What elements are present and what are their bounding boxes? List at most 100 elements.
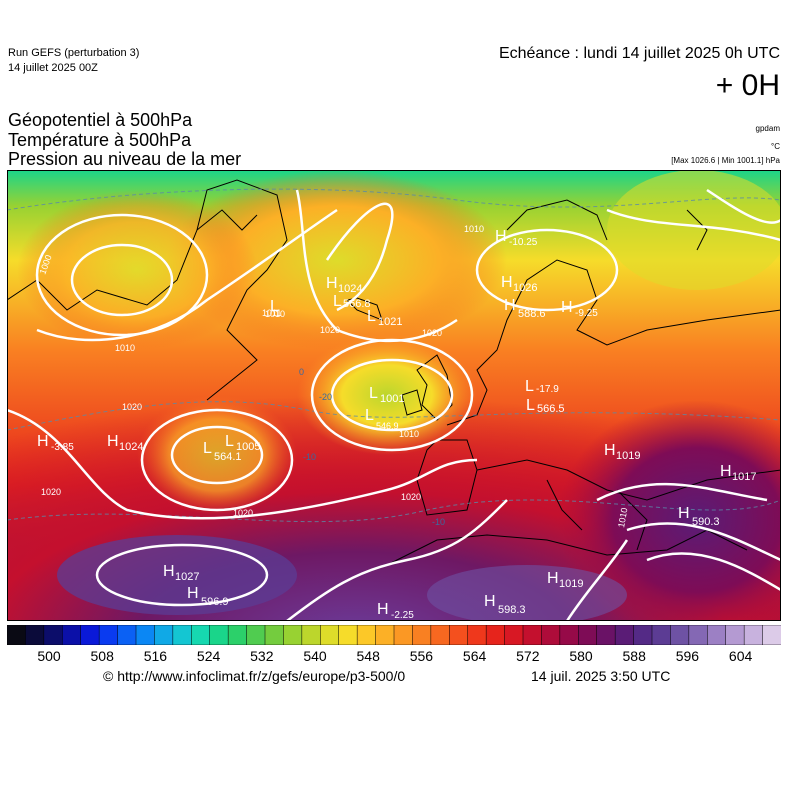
svg-text:1024: 1024 (119, 441, 143, 453)
low-pressure-center: L 1021 (367, 308, 402, 328)
pressure-minmax: [Max 1026.6 | Min 1001.1] hPa (671, 156, 780, 165)
color-scale-tick-label: 508 (90, 648, 114, 664)
svg-text:1026: 1026 (513, 282, 537, 294)
color-scale-tick-label: 500 (37, 648, 61, 664)
color-scale-swatch (209, 625, 229, 645)
color-scale-swatch (504, 625, 524, 645)
isotherm-label: -10 (432, 517, 445, 527)
svg-text:H: H (561, 299, 573, 316)
color-scale-tick-label: 556 (409, 648, 434, 664)
title-geopotential: Géopotentiel à 500hPa (8, 110, 193, 130)
color-scale-swatch (320, 625, 340, 645)
color-scale-swatch (191, 625, 211, 645)
color-scale-swatch (578, 625, 598, 645)
svg-text:-10.25: -10.25 (509, 237, 538, 248)
isobar-label: 1010 (616, 507, 629, 528)
color-scale-swatch (430, 625, 450, 645)
title-pressure: Pression au niveau de la mer (8, 149, 242, 169)
pressure-centers: H 1024 H 1027 H 1019 H 1019 H 1017 H 102… (107, 274, 756, 590)
high-pressure-center: H 1024 (326, 275, 362, 295)
svg-text:L: L (526, 397, 535, 414)
color-scale-tick-label: 516 (143, 648, 168, 664)
isobar-label: 1020 (233, 508, 253, 518)
svg-text:L: L (225, 433, 234, 450)
svg-text:L: L (365, 407, 374, 424)
isobar-label: 1020 (320, 325, 340, 335)
svg-text:-2.25: -2.25 (391, 610, 414, 621)
title-temperature: Température à 500hPa (8, 130, 192, 150)
color-scale-labels: 500 508 516 524 532 540 548 556 564 572 580 588 596 6… (7, 648, 781, 666)
color-scale-swatch (651, 625, 671, 645)
color-scale-swatch (117, 625, 137, 645)
color-scale-tick-label: 604 (728, 648, 753, 664)
low-pressure-center: L 1011 (262, 298, 281, 318)
color-scale-swatch (541, 625, 561, 645)
high-geopotential-center: H 588.6 (504, 297, 546, 320)
svg-text:H: H (377, 601, 389, 618)
color-scale-swatch (412, 625, 432, 645)
svg-text:-17.9: -17.9 (536, 384, 559, 395)
svg-text:1019: 1019 (559, 578, 583, 590)
isobar-label: 1010 (265, 309, 285, 319)
low-geopotential-center: L 564.1 (203, 440, 242, 463)
isobars (7, 188, 781, 621)
isotherm-label: -10 (303, 452, 316, 462)
svg-text:1024: 1024 (338, 283, 362, 295)
color-scale-tick-label: 540 (303, 648, 327, 664)
color-scale-swatch (246, 625, 266, 645)
color-scale-swatch (522, 625, 542, 645)
color-scale-swatch (98, 625, 119, 645)
cold-temperature-center: L -17.9 (525, 378, 559, 395)
svg-text:1019: 1019 (616, 450, 640, 462)
color-scale-swatch (375, 625, 395, 645)
color-scale-swatch (633, 625, 653, 645)
color-scale-swatch (227, 625, 248, 645)
run-date: 14 juillet 2025 00Z (8, 62, 98, 74)
svg-text:590.3: 590.3 (692, 516, 720, 528)
warm-temperature-center: H -10.25 (495, 228, 538, 248)
color-scale-tick-label: 564 (462, 648, 487, 664)
svg-text:L: L (333, 293, 342, 310)
high-pressure-center: H 1026 (501, 274, 537, 294)
isobar-label: 1010 (115, 343, 135, 353)
svg-text:596.9: 596.9 (201, 596, 229, 608)
svg-text:H: H (604, 442, 616, 459)
color-scale-swatch (338, 625, 358, 645)
svg-text:H: H (484, 593, 496, 610)
color-scale-swatch (135, 625, 155, 645)
svg-text:1027: 1027 (175, 571, 199, 583)
svg-text:1011: 1011 (262, 308, 281, 318)
color-scale-swatch (614, 625, 635, 645)
color-scale-swatch (25, 625, 45, 645)
color-scale-swatch (449, 625, 469, 645)
color-scale-swatch (743, 625, 764, 645)
warm-temperature-center: H -9.25 (561, 299, 598, 319)
isobar-label: 1020 (122, 402, 142, 412)
svg-text:L: L (367, 308, 376, 325)
isobar-label: 1010 (399, 429, 419, 439)
isotherms (7, 188, 781, 523)
forecast-time: Echéance : lundi 14 juillet 2025 0h UTC (498, 45, 780, 62)
color-scale-tick-label: 588 (622, 648, 646, 664)
svg-text:H: H (547, 570, 559, 587)
high-geopotential-center: H 598.3 (484, 593, 526, 616)
color-scale-tick-label: 580 (569, 648, 593, 664)
issued-time: 14 juil. 2025 3:50 UTC (531, 668, 671, 684)
svg-text:L: L (369, 385, 378, 402)
unit-geopotential: gpdam (755, 124, 780, 133)
svg-text:H: H (501, 274, 513, 291)
color-scale-swatch (707, 625, 727, 645)
color-scale-swatch (172, 625, 192, 645)
svg-text:598.3: 598.3 (498, 604, 526, 616)
geopotential-centers: H 596.9 H 598.3 H 588.6 H 590.3 L 564.1 … (187, 293, 720, 616)
color-scale-swatch (264, 625, 284, 645)
credit-link[interactable]: © http://www.infoclimat.fr/z/gefs/europe… (103, 668, 406, 684)
svg-text:L: L (203, 440, 212, 457)
unit-temperature: °C (771, 142, 780, 151)
low-geopotential-center: L 546.9 (365, 407, 399, 431)
isobar-label: 1010 (464, 224, 484, 234)
color-scale-swatch (596, 625, 616, 645)
color-scale-swatch (80, 625, 100, 645)
low-geopotential-center: L 566.5 (526, 397, 565, 415)
low-pressure-center: L 1001 (369, 385, 404, 405)
